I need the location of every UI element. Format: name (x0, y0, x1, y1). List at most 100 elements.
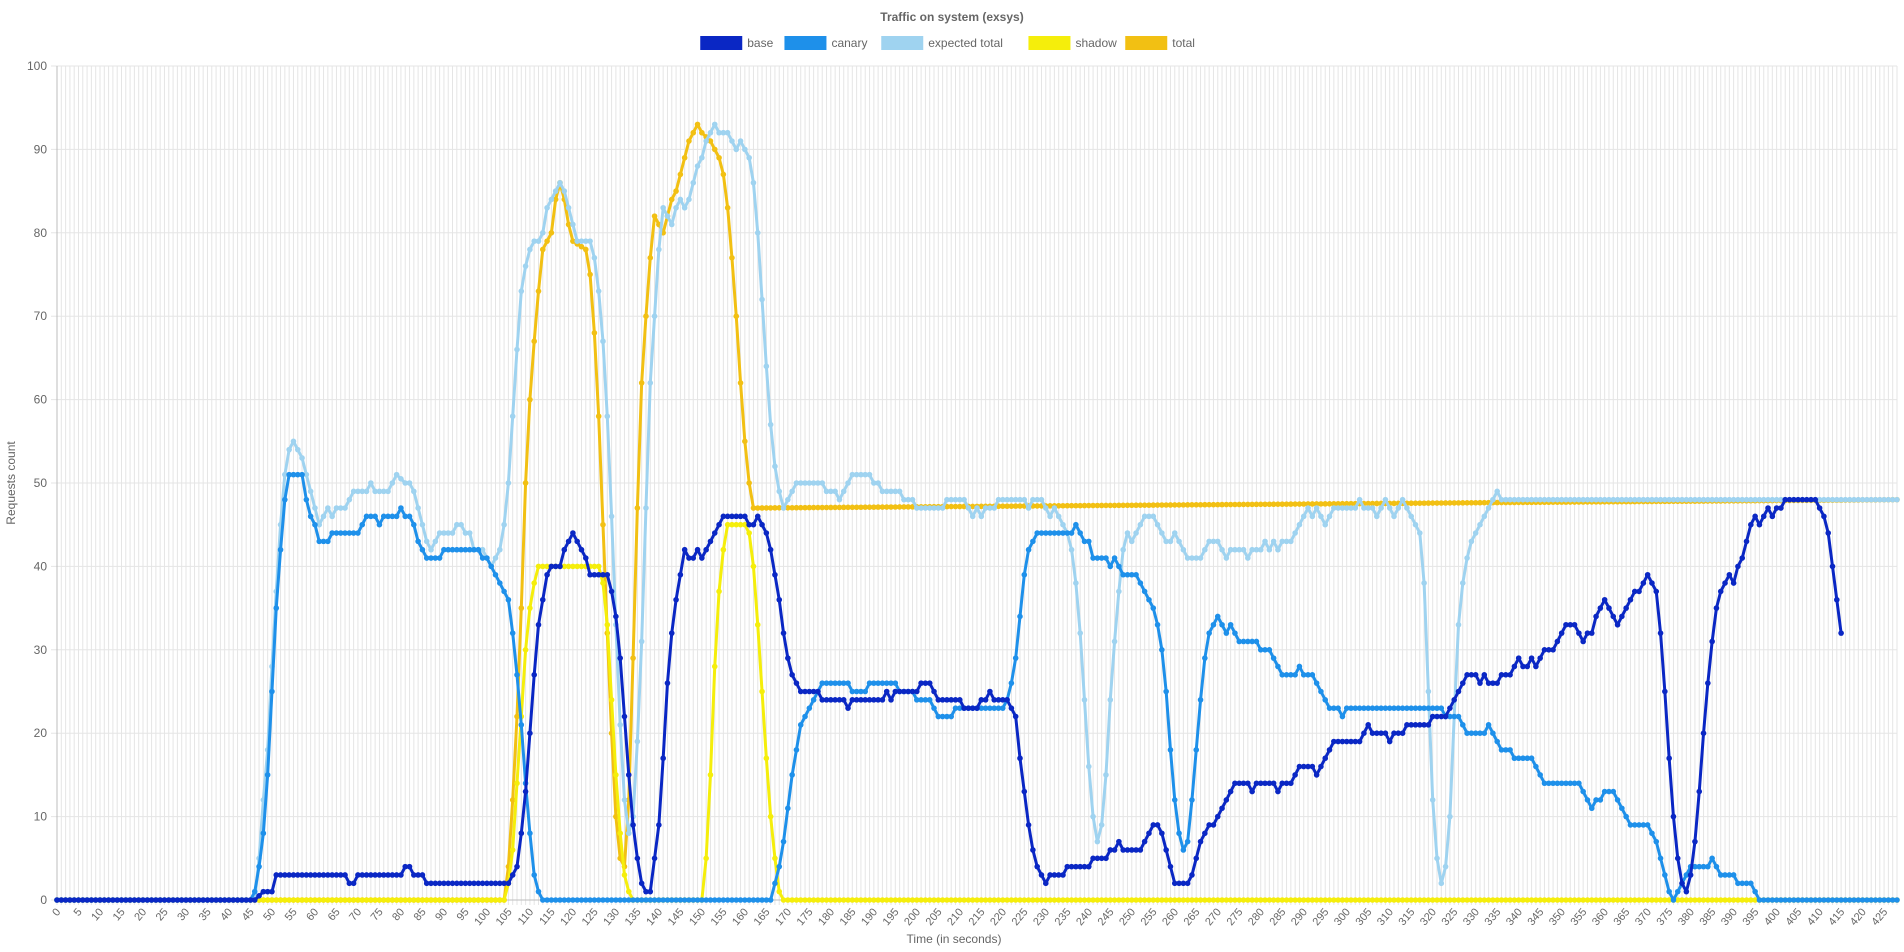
data-point-shadow[interactable] (458, 897, 464, 903)
data-point-expected-total[interactable] (1696, 496, 1703, 503)
data-point-canary[interactable] (1627, 822, 1634, 828)
data-point-expected-total[interactable] (1352, 505, 1359, 511)
data-point-base[interactable] (810, 688, 817, 695)
data-point-canary[interactable] (1395, 705, 1402, 711)
data-point-shadow[interactable] (1584, 897, 1591, 903)
data-point-base[interactable] (307, 872, 314, 878)
data-point-base[interactable] (1515, 655, 1522, 661)
data-point-base[interactable] (797, 688, 804, 695)
data-point-expected-total[interactable] (707, 129, 714, 136)
data-point-expected-total[interactable] (441, 530, 447, 536)
data-point-total[interactable] (539, 246, 546, 253)
data-point-shadow[interactable] (1137, 897, 1144, 903)
data-point-base[interactable] (1683, 888, 1690, 895)
data-point-canary[interactable] (578, 897, 585, 903)
data-point-expected-total[interactable] (1515, 496, 1522, 503)
legend-item-base[interactable]: base (700, 36, 774, 50)
data-point-expected-total[interactable] (974, 505, 980, 511)
data-point-total[interactable] (1270, 501, 1277, 508)
data-point-base[interactable] (105, 897, 112, 903)
data-point-canary[interactable] (350, 530, 357, 536)
data-point-canary[interactable] (1309, 672, 1316, 678)
data-point-expected-total[interactable] (1309, 513, 1316, 520)
data-point-expected-total[interactable] (1374, 513, 1380, 520)
data-point-shadow[interactable] (1240, 897, 1247, 903)
data-point-canary[interactable] (1834, 897, 1840, 903)
data-point-total[interactable] (578, 243, 585, 250)
data-point-base[interactable] (1008, 705, 1015, 711)
data-point-base[interactable] (488, 880, 495, 887)
data-point-base[interactable] (1408, 722, 1415, 728)
data-point-canary[interactable] (716, 897, 722, 903)
data-point-total[interactable] (901, 504, 907, 510)
data-point-expected-total[interactable] (380, 488, 387, 495)
data-point-shadow[interactable] (1253, 897, 1260, 903)
data-point-base[interactable] (1034, 863, 1040, 870)
data-point-shadow[interactable] (853, 897, 860, 903)
data-point-base[interactable] (1567, 621, 1574, 628)
data-point-base[interactable] (668, 630, 675, 636)
data-point-expected-total[interactable] (307, 488, 314, 495)
data-point-expected-total[interactable] (587, 238, 593, 244)
data-point-base[interactable] (1756, 521, 1763, 528)
data-point-base[interactable] (1825, 530, 1832, 536)
data-point-base[interactable] (1614, 621, 1621, 628)
data-point-base[interactable] (196, 897, 202, 903)
data-point-total[interactable] (1163, 502, 1169, 508)
data-point-total[interactable] (1481, 499, 1488, 506)
data-point-base[interactable] (1133, 847, 1139, 853)
data-point-base[interactable] (1339, 738, 1346, 745)
data-point-base[interactable] (286, 872, 292, 878)
data-point-base[interactable] (247, 897, 254, 903)
data-point-canary[interactable] (1455, 713, 1462, 720)
data-point-canary[interactable] (1713, 863, 1720, 870)
data-point-expected-total[interactable] (1266, 546, 1273, 553)
data-point-shadow[interactable] (312, 897, 318, 903)
data-point-canary[interactable] (428, 555, 434, 561)
data-point-total[interactable] (1141, 502, 1148, 508)
data-point-base[interactable] (1803, 496, 1810, 503)
data-point-total[interactable] (1434, 500, 1440, 506)
data-point-shadow[interactable] (1004, 897, 1010, 903)
data-point-shadow[interactable] (772, 855, 778, 862)
data-point-shadow[interactable] (578, 563, 585, 570)
data-point-canary[interactable] (1240, 638, 1247, 645)
data-point-canary[interactable] (1421, 705, 1427, 711)
data-point-base[interactable] (1335, 738, 1341, 745)
data-point-expected-total[interactable] (1404, 505, 1410, 511)
data-point-canary[interactable] (342, 530, 348, 536)
data-point-total[interactable] (1012, 503, 1019, 509)
data-point-canary[interactable] (1782, 897, 1789, 903)
data-point-expected-total[interactable] (681, 204, 688, 211)
data-point-shadow[interactable] (1610, 897, 1617, 903)
data-point-canary[interactable] (836, 680, 843, 686)
data-point-shadow[interactable] (1425, 897, 1432, 903)
data-point-base[interactable] (479, 880, 486, 887)
data-point-expected-total[interactable] (342, 505, 348, 511)
data-point-expected-total[interactable] (398, 476, 404, 482)
data-point-expected-total[interactable] (406, 480, 413, 486)
data-point-shadow[interactable] (445, 897, 452, 903)
data-point-canary[interactable] (1554, 780, 1561, 787)
data-point-expected-total[interactable] (1619, 496, 1625, 503)
data-point-canary[interactable] (1378, 705, 1384, 711)
data-point-shadow[interactable] (1133, 897, 1139, 903)
data-point-base[interactable] (372, 872, 378, 878)
data-point-expected-total[interactable] (750, 179, 757, 186)
data-point-base[interactable] (999, 697, 1006, 703)
data-point-canary[interactable] (793, 747, 800, 753)
data-point-total[interactable] (587, 271, 593, 278)
data-point-shadow[interactable] (1507, 897, 1513, 903)
data-point-canary[interactable] (1051, 530, 1058, 536)
data-point-base[interactable] (1270, 780, 1277, 787)
data-point-canary[interactable] (535, 888, 542, 895)
data-point-base[interactable] (969, 705, 976, 711)
data-point-shadow[interactable] (531, 580, 537, 586)
data-point-canary[interactable] (1545, 780, 1552, 787)
data-point-base[interactable] (1455, 688, 1462, 695)
data-point-expected-total[interactable] (1477, 521, 1483, 528)
data-point-canary[interactable] (630, 897, 636, 903)
data-point-canary[interactable] (1141, 588, 1148, 595)
data-point-canary[interactable] (1176, 830, 1182, 837)
data-point-shadow[interactable] (1692, 897, 1698, 903)
